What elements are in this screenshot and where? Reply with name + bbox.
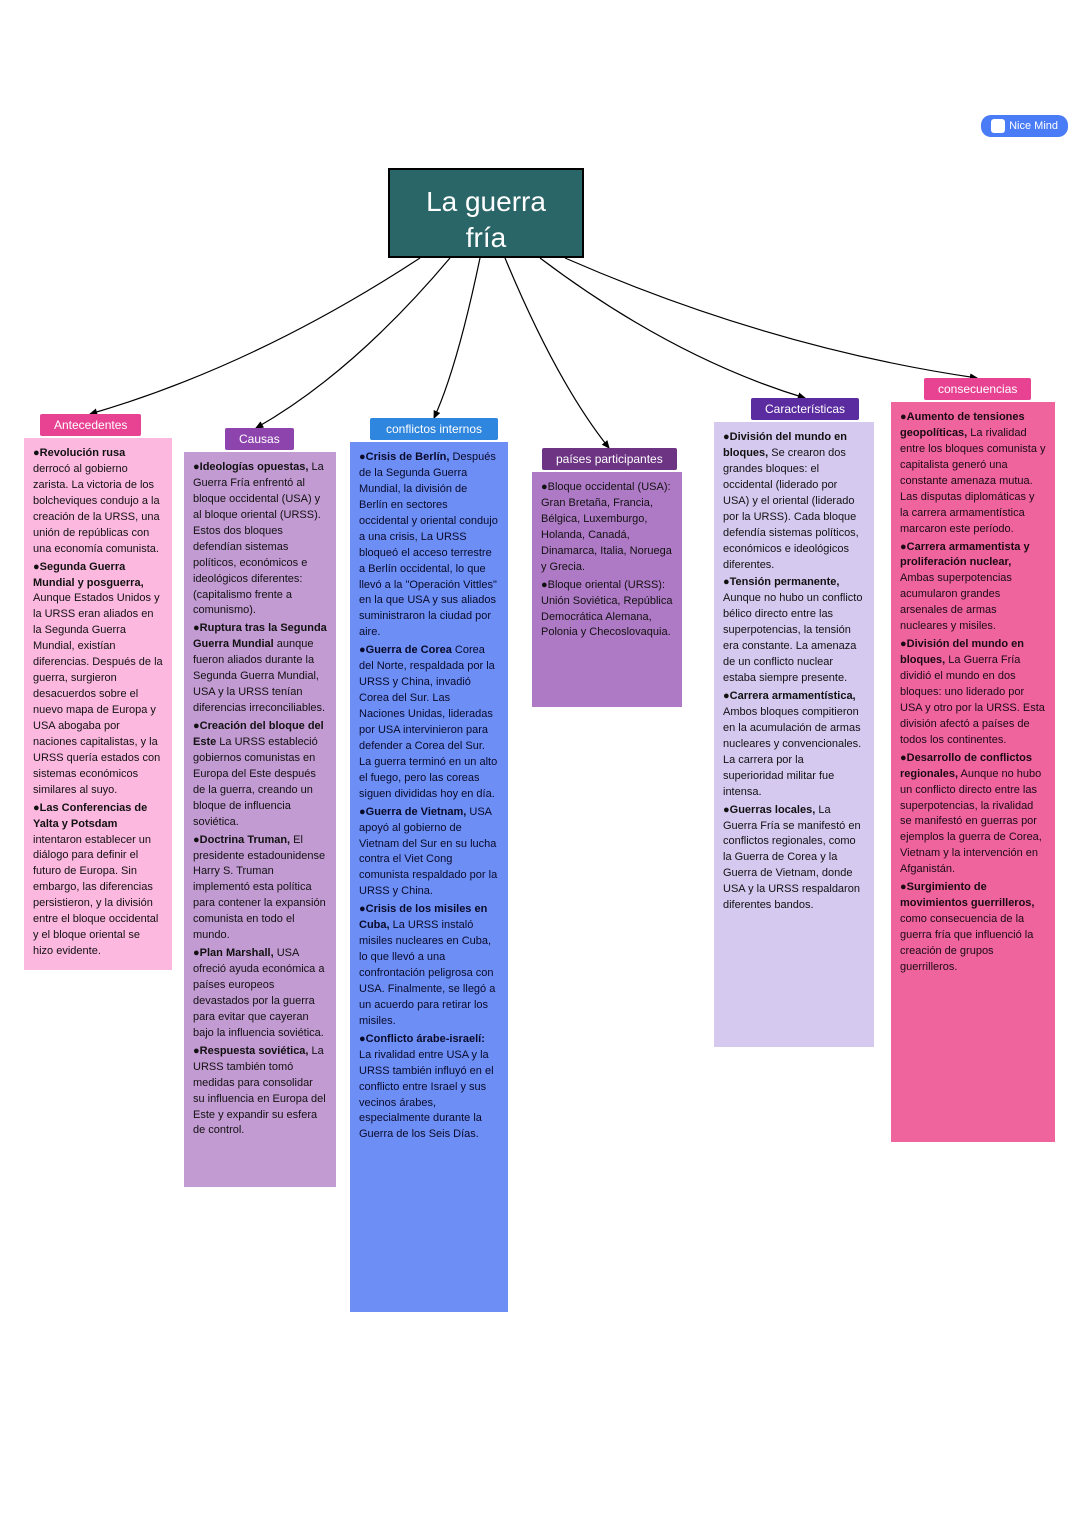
root-node: La guerra fría [388, 168, 584, 258]
branch-item: ●Revolución rusa derrocó al gobierno zar… [33, 446, 163, 558]
branch-item: ●Bloque oriental (URSS): Unión Soviética… [541, 578, 673, 642]
branch-header-paises: países participantes [542, 448, 677, 470]
app-badge: Nice Mind [981, 115, 1068, 137]
branch-item: ●Surgimiento de movimientos guerrilleros… [900, 880, 1046, 976]
branch-item: ●Guerras locales, La Guerra Fría se mani… [723, 803, 865, 915]
branch-header-caracteristicas: Características [751, 398, 859, 420]
branch-item: ●Crisis de los misiles en Cuba, La URSS … [359, 902, 499, 1030]
branch-item: ●Tensión permanente, Aunque no hubo un c… [723, 575, 865, 687]
root-title: La guerra fría [426, 186, 546, 253]
branch-item: ●División del mundo en bloques, Se crear… [723, 430, 865, 573]
branch-body-causas: ●Ideologías opuestas, La Guerra Fría enf… [184, 452, 336, 1187]
branch-item: ●Plan Marshall, USA ofreció ayuda económ… [193, 946, 327, 1042]
branch-item: ●Carrera armamentística, Ambos bloques c… [723, 689, 865, 801]
branch-item: ●Creación del bloque del Este La URSS es… [193, 719, 327, 831]
branch-header-antecedentes: Antecedentes [40, 414, 141, 436]
branch-item: ●Bloque occidental (USA): Gran Bretaña, … [541, 480, 673, 576]
branch-body-conflictos: ●Crisis de Berlín, Después de la Segunda… [350, 442, 508, 1312]
branch-header-consecuencias: consecuencias [924, 378, 1031, 400]
branch-item: ●Las Conferencias de Yalta y Potsdam int… [33, 801, 163, 960]
branch-item: ●Conflicto árabe-israelí: La rivalidad e… [359, 1032, 499, 1144]
branch-item: ●Carrera armamentista y proliferación nu… [900, 540, 1046, 636]
branch-item: ●Guerra de Corea Corea del Norte, respal… [359, 643, 499, 802]
branch-header-causas: Causas [225, 428, 294, 450]
branch-body-paises: ●Bloque occidental (USA): Gran Bretaña, … [532, 472, 682, 707]
branch-body-antecedentes: ●Revolución rusa derrocó al gobierno zar… [24, 438, 172, 970]
branch-item: ●Ideologías opuestas, La Guerra Fría enf… [193, 460, 327, 619]
branch-item: ●Desarrollo de conflictos regionales, Au… [900, 751, 1046, 879]
branch-header-conflictos: conflictos internos [370, 418, 498, 440]
branch-item: ●Respuesta soviética, La URSS también to… [193, 1044, 327, 1140]
branch-body-consecuencias: ●Aumento de tensiones geopolíticas, La r… [891, 402, 1055, 1142]
branch-item: ●División del mundo en bloques, La Guerr… [900, 637, 1046, 749]
branch-item: ●Segunda Guerra Mundial y posguerra, Aun… [33, 560, 163, 799]
branch-item: ●Guerra de Vietnam, USA apoyó al gobiern… [359, 805, 499, 901]
branch-item: ●Aumento de tensiones geopolíticas, La r… [900, 410, 1046, 538]
branch-item: ●Crisis de Berlín, Después de la Segunda… [359, 450, 499, 641]
branch-body-caracteristicas: ●División del mundo en bloques, Se crear… [714, 422, 874, 1047]
badge-icon [991, 119, 1005, 133]
branch-item: ●Doctrina Truman, El presidente estadoun… [193, 833, 327, 945]
badge-label: Nice Mind [1009, 120, 1058, 132]
branch-item: ●Ruptura tras la Segunda Guerra Mundial … [193, 621, 327, 717]
